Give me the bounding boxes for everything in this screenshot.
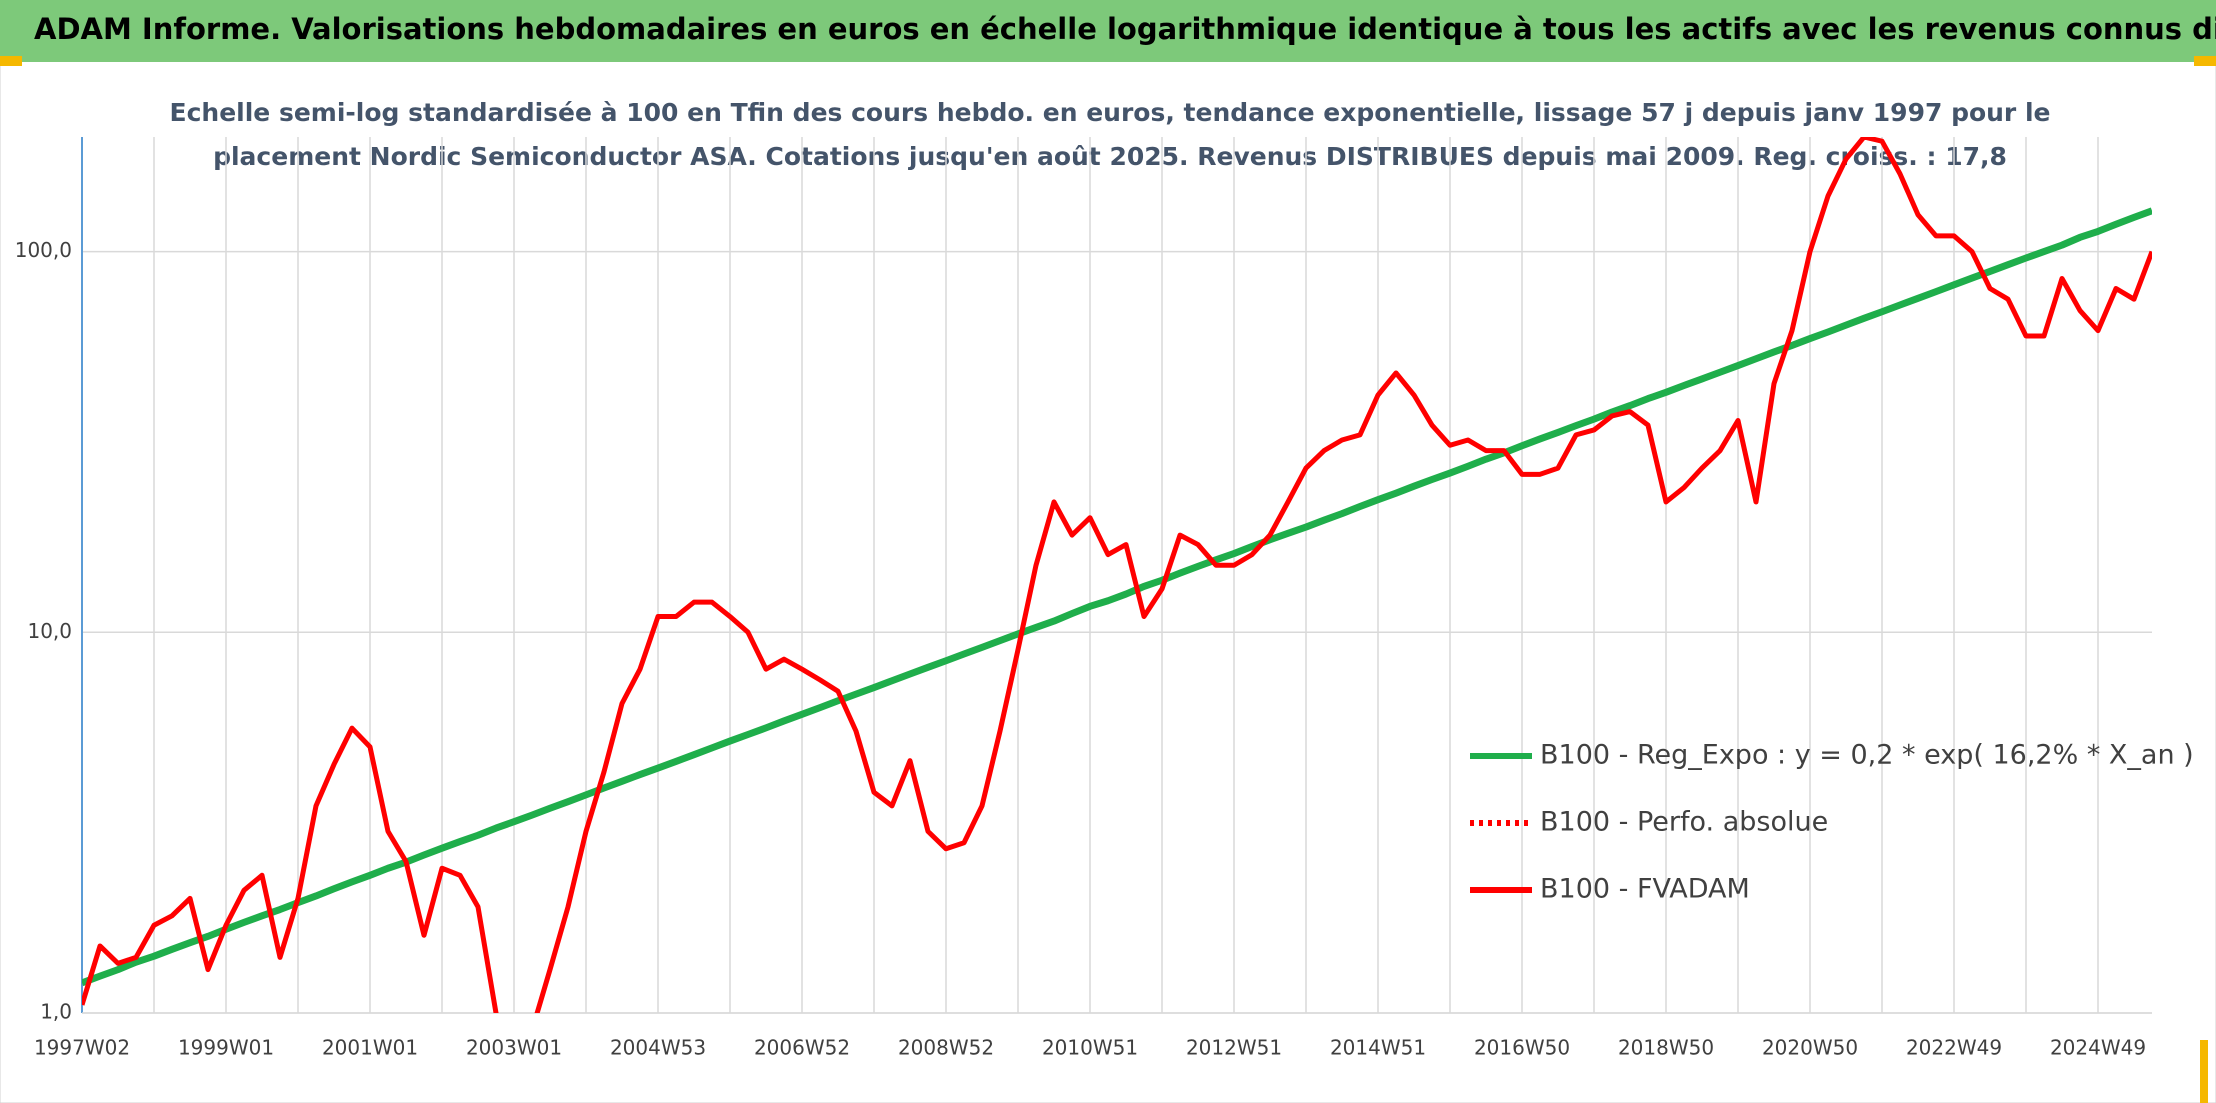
x-tick-label: 1997W02	[34, 1036, 130, 1060]
x-tick-label: 2006W52	[754, 1036, 850, 1060]
corner-marker	[0, 56, 22, 66]
x-tick-label: 2010W51	[1042, 1036, 1138, 1060]
x-tick-label: 1999W01	[178, 1036, 274, 1060]
x-tick-label: 2008W52	[898, 1036, 994, 1060]
x-tick-label: 2024W49	[2050, 1036, 2146, 1060]
x-tick-label: 2018W50	[1618, 1036, 1714, 1060]
series-line	[82, 137, 2152, 1013]
x-tick-label: 2004W53	[610, 1036, 706, 1060]
corner-marker	[2194, 56, 2216, 66]
legend-label: B100 - FVADAM	[1540, 874, 1750, 905]
y-tick-label: 10,0	[27, 619, 72, 643]
x-tick-label: 2020W50	[1762, 1036, 1858, 1060]
x-tick-label: 2003W01	[466, 1036, 562, 1060]
x-tick-label: 2001W01	[322, 1036, 418, 1060]
corner-marker	[2200, 1040, 2208, 1103]
x-tick-label: 2012W51	[1186, 1036, 1282, 1060]
legend-label: B100 - Perfo. absolue	[1540, 807, 1828, 838]
x-tick-label: 2016W50	[1474, 1036, 1570, 1060]
chart-title: ADAM Informe. Valorisations hebdomadaire…	[34, 12, 2216, 46]
y-tick-label: 100,0	[15, 238, 72, 262]
x-tick-label: 2022W49	[1906, 1036, 2002, 1060]
x-tick-label: 2014W51	[1330, 1036, 1426, 1060]
y-tick-label: 1,0	[40, 1000, 72, 1024]
series-line	[82, 207, 2152, 987]
subtitle: Echelle semi-log standardisée à 100 en T…	[170, 98, 2051, 127]
plot-area	[82, 137, 2152, 1013]
title-banner	[0, 0, 2216, 62]
legend-label: B100 - Reg_Expo : y = 0,2 * exp( 16,2% *…	[1540, 740, 2194, 771]
subtitle: placement Nordic Semiconductor ASA. Cota…	[213, 142, 2007, 171]
